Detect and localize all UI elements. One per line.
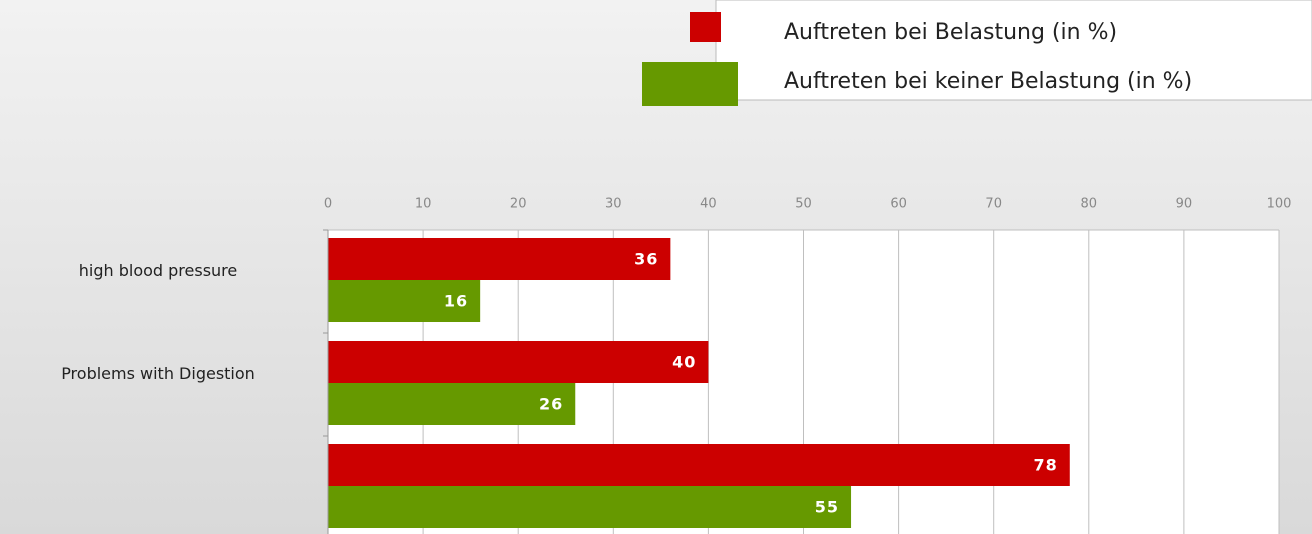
x-tick-label: 0 bbox=[324, 197, 332, 212]
y-tick-label: Problems with Digestion bbox=[61, 364, 255, 383]
value-label: 78 bbox=[1034, 456, 1058, 475]
x-tick-label: 10 bbox=[415, 197, 432, 212]
y-tick-label: high blood pressure bbox=[79, 261, 238, 280]
bar bbox=[328, 444, 1070, 486]
legend-swatch bbox=[642, 62, 738, 106]
bar bbox=[328, 383, 576, 425]
x-tick-label: 90 bbox=[1176, 197, 1193, 212]
x-tick-label: 70 bbox=[985, 197, 1002, 212]
bar bbox=[328, 280, 481, 322]
value-label: 16 bbox=[444, 292, 468, 311]
legend-swatch bbox=[690, 12, 721, 42]
x-tick-label: 40 bbox=[700, 197, 717, 212]
legend-label: Auftreten bei keiner Belastung (in %) bbox=[784, 69, 1192, 94]
x-tick-label: 30 bbox=[605, 197, 622, 212]
bar bbox=[328, 341, 709, 383]
x-tick-label: 100 bbox=[1267, 197, 1292, 212]
value-label: 36 bbox=[634, 250, 658, 269]
x-tick-label: 50 bbox=[795, 197, 812, 212]
legend-label: Auftreten bei Belastung (in %) bbox=[784, 20, 1117, 45]
value-label: 26 bbox=[539, 395, 563, 414]
legend-box bbox=[715, 0, 1312, 101]
value-label: 40 bbox=[672, 353, 696, 372]
bar bbox=[328, 486, 852, 528]
value-label: 55 bbox=[815, 498, 839, 517]
x-tick-label: 80 bbox=[1081, 197, 1098, 212]
bar bbox=[328, 238, 671, 280]
x-tick-label: 60 bbox=[890, 197, 907, 212]
x-tick-label: 20 bbox=[510, 197, 527, 212]
